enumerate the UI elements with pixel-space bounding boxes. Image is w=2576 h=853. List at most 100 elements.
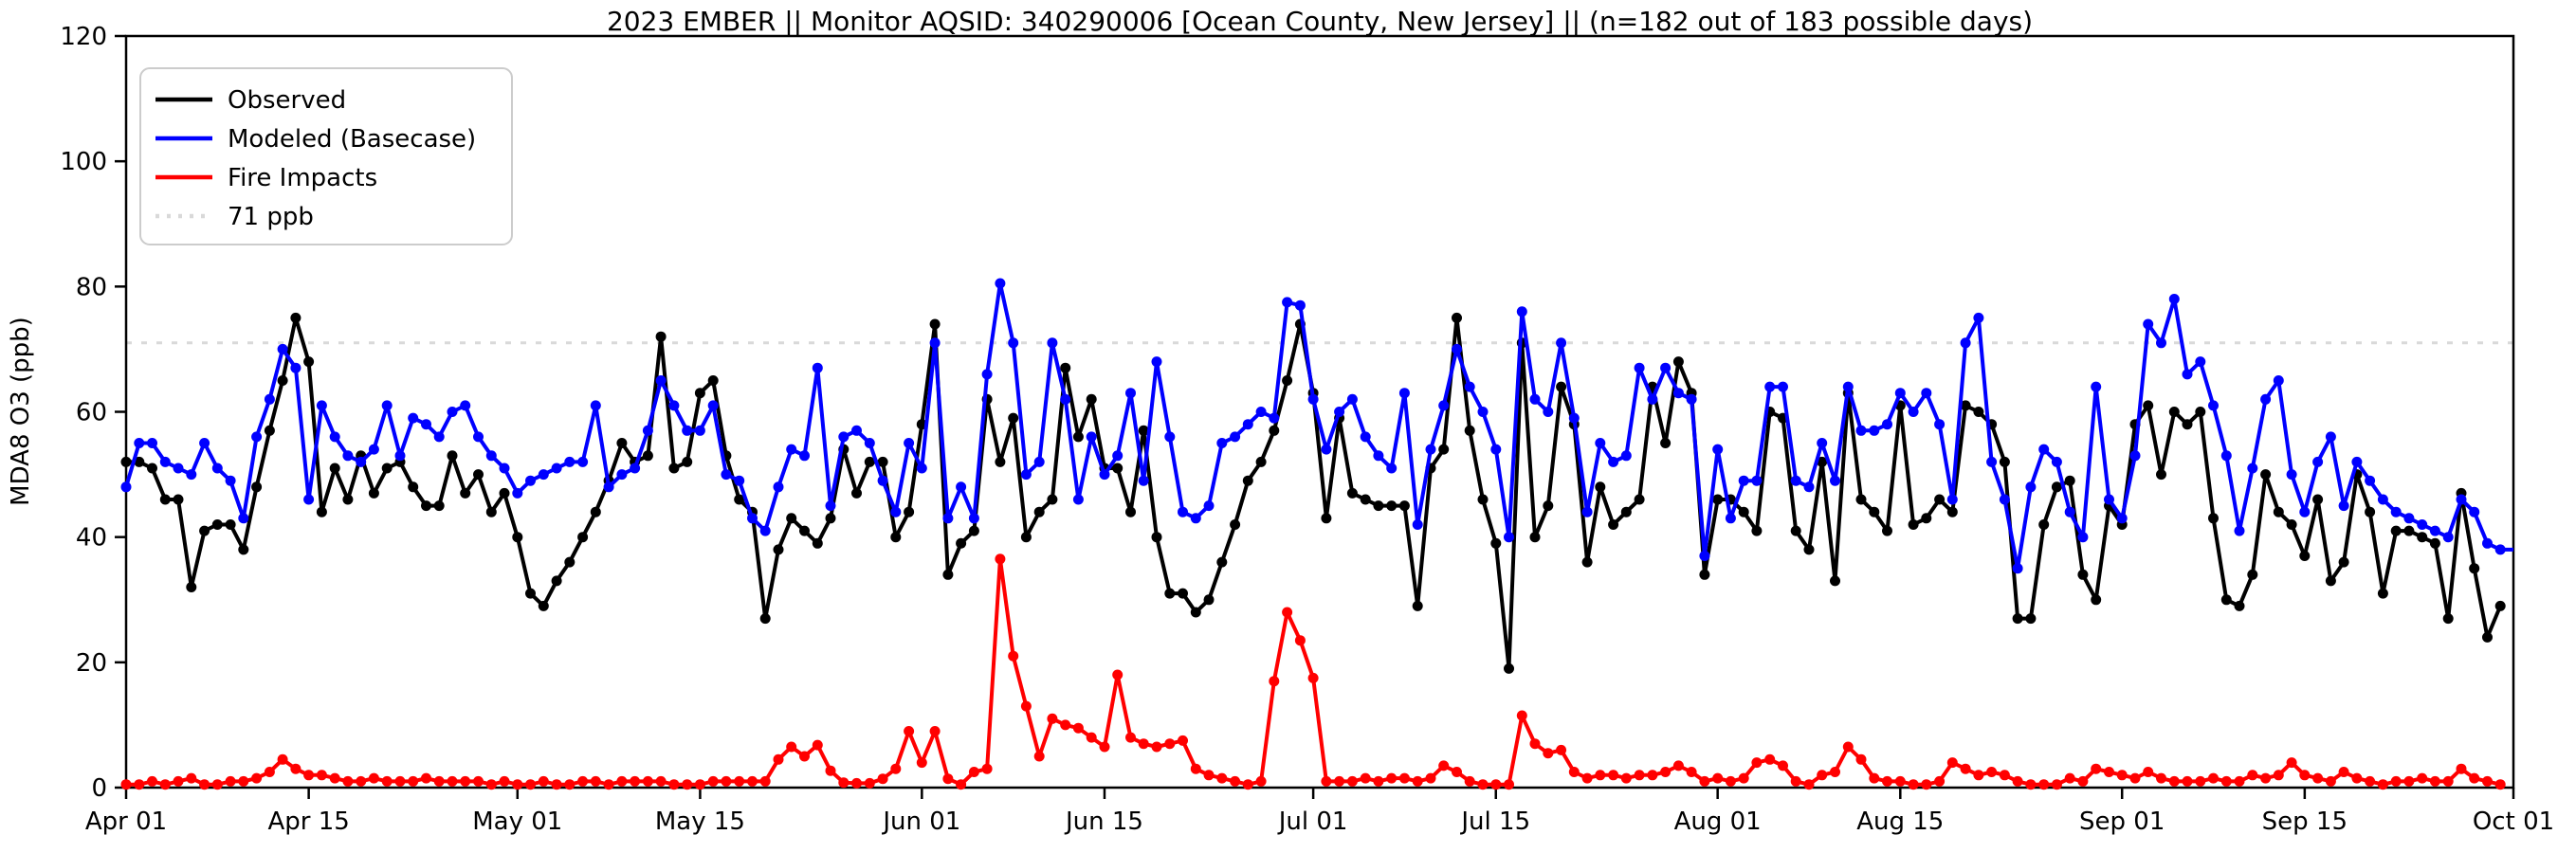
fire-impacts-point [2220,775,2232,787]
observed-point [159,494,171,505]
fire-impacts-point [1999,770,2010,781]
modeled-basecase-point [1608,456,1619,467]
fire-impacts-point [2417,772,2428,784]
observed-point [682,456,693,467]
observed-point [1464,425,1475,436]
modeled-basecase-point [929,337,941,349]
fire-impacts-point [1477,779,1489,790]
observed-point [2064,475,2075,486]
fire-impacts-point [2064,772,2075,784]
modeled-basecase-point [590,400,601,411]
modeled-basecase-point [1477,407,1489,417]
observed-point [1946,506,1958,517]
observed-point [1072,431,1084,443]
modeled-basecase-point [1490,444,1502,455]
fire-impacts-point [512,779,523,790]
fire-impacts-point [329,772,340,784]
observed-point [1321,513,1332,524]
fire-impacts-point [981,763,993,774]
fire-impacts-point [564,779,575,790]
observed-point [264,425,275,436]
fire-impacts-point [1151,741,1162,753]
observed-point [1934,494,1946,505]
observed-point [1360,494,1371,505]
modeled-basecase-point [2025,481,2037,493]
fire-impacts-point [2038,779,2050,790]
fire-impacts-point [1307,672,1319,683]
fire-impacts-point [773,753,784,765]
x-tick-label: Jul 01 [1277,808,1348,836]
axes-group: 0 20 40 60 80 100 120 Apr 01 Apr 15 May 01 May 15 J… [60,23,2554,836]
observed-point [799,525,810,536]
fire-impacts-point [1894,775,1906,787]
y-tick-label: 20 [76,649,107,678]
fire-impacts-point [356,775,367,787]
fire-impacts-point [1138,738,1149,750]
observed-point [1386,500,1398,512]
fire-impacts-point [1817,770,1828,781]
fire-impacts-point [995,554,1006,565]
observed-point [1412,600,1423,611]
modeled-basecase-point [1686,393,1697,405]
fire-impacts-point [759,775,771,787]
observed-point [2442,613,2454,625]
observed-point [2494,600,2506,611]
observed-point [1490,537,1502,549]
fire-impacts-point [1842,741,1854,753]
fire-impacts-point [1973,770,1984,781]
observed-point [759,613,771,625]
observed-point [877,456,888,467]
observed-point [329,463,340,474]
fire-impacts-point [1216,772,1228,784]
modeled-basecase-point [499,463,510,474]
modeled-basecase-point [1894,388,1906,399]
fire-impacts-point [1360,772,1371,784]
modeled-basecase-point [1190,513,1201,524]
fire-impacts-point [1203,770,1215,781]
fire-impacts-point [1764,753,1776,765]
observed-point [173,494,184,505]
fire-impacts-point [851,777,862,789]
modeled-basecase-point [1869,425,1880,436]
fire-impacts-point [499,775,510,787]
legend-label: Observed [228,86,346,115]
legend-label: Modeled (Basecase) [228,125,476,154]
modeled-basecase-point [1529,393,1541,405]
modeled-basecase-point [1803,481,1815,493]
chart-title: 2023 EMBER || Monitor AQSID: 340290006 [… [607,6,2033,37]
fire-impacts-point [1529,738,1541,750]
modeled-basecase-point [2104,494,2114,505]
modeled-basecase-point [225,475,236,486]
x-tick-label: Apr 15 [267,808,349,836]
fire-impacts-point [525,779,536,790]
observed-point [2195,407,2206,417]
observed-point [1151,532,1162,543]
fire-impacts-point [1452,767,1462,777]
modeled-basecase-point [1568,412,1580,424]
modeled-basecase-point [2494,544,2506,555]
modeled-basecase-point [2091,381,2102,392]
modeled-basecase-point [577,456,589,467]
observed-point [1452,312,1462,323]
modeled-basecase-point [1620,450,1632,462]
observed-point [668,463,680,474]
modeled-basecase-point [1425,444,1436,455]
observed-point [421,500,431,512]
fire-impacts-point [199,779,210,790]
observed-point [2417,532,2428,543]
observed-point [551,575,562,587]
modeled-basecase-point [995,278,1006,289]
modeled-basecase-point [2129,450,2141,462]
observed-point [995,456,1006,467]
fire-impacts-point [838,777,850,789]
observed-point [942,569,954,580]
fire-impacts-point [2377,779,2388,790]
observed-point [2469,563,2480,574]
modeled-basecase-point [1020,469,1032,481]
fire-impacts-point [186,772,197,784]
fire-impacts-point [1230,775,1241,787]
fire-impacts-point [1047,713,1058,724]
fire-impacts-point [1608,770,1619,781]
fire-impacts-point [1908,779,1919,790]
